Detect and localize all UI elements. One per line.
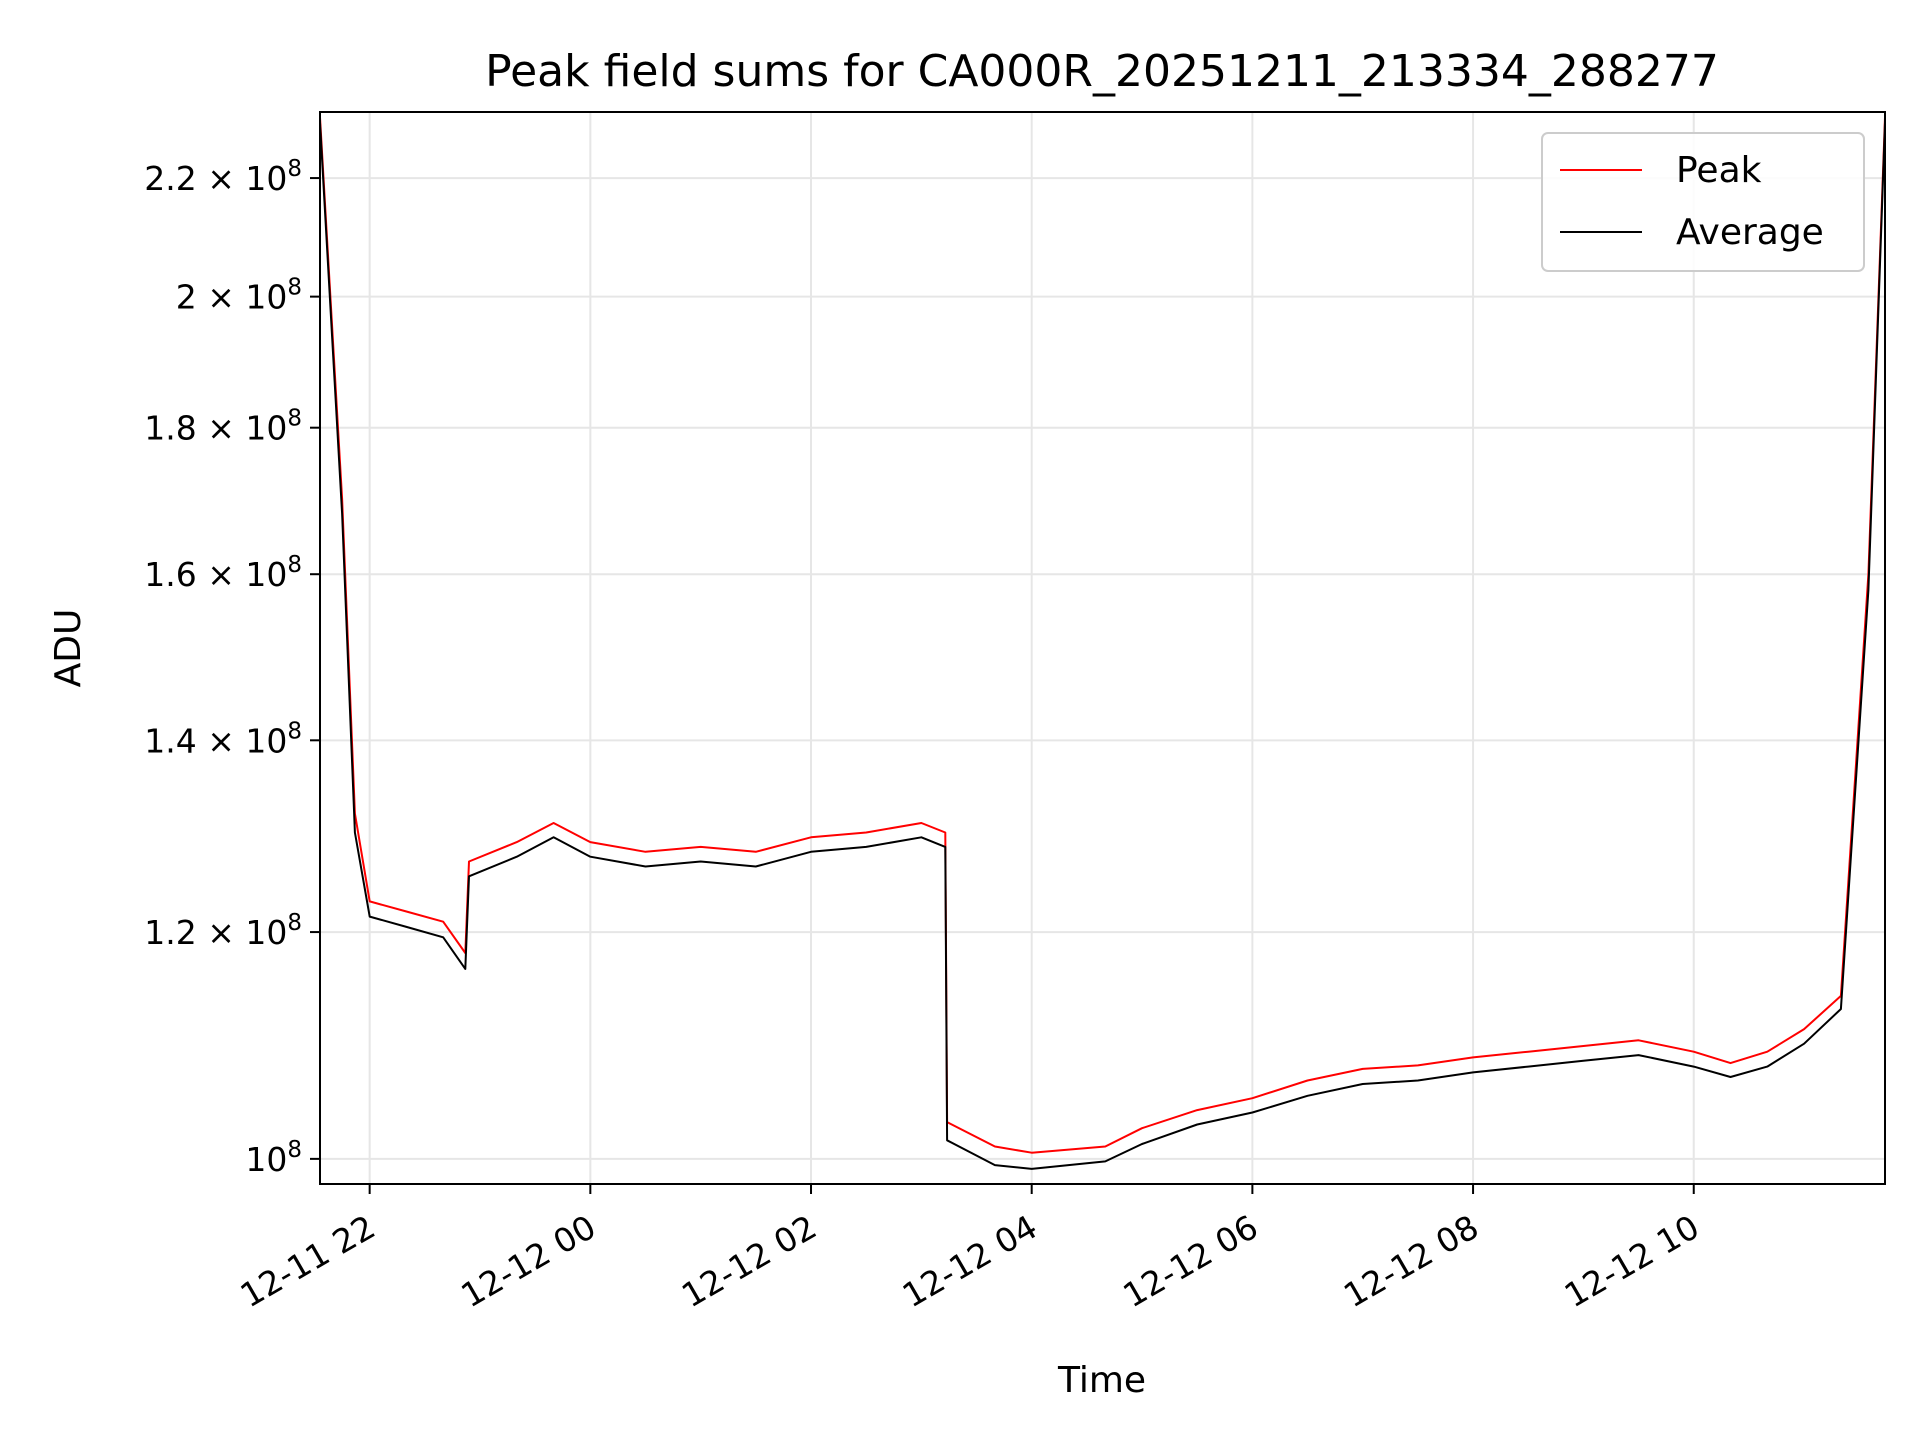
legend: Peak Average	[1541, 132, 1865, 272]
legend-label-average: Average	[1676, 212, 1824, 253]
y-tick-label: 2 × 108	[176, 275, 302, 317]
legend-box	[1541, 132, 1865, 272]
y-tick-label: 2.2 × 108	[144, 156, 302, 198]
y-tick-label: 1.8 × 108	[144, 406, 302, 448]
y-ticks: 108 1.2 × 108 1.4 × 108 1.6 × 108 1.8 × 108 2…	[144, 156, 320, 1179]
y-tick-label: 108	[245, 1137, 302, 1179]
chart-title: Peak field sums for CA000R_20251211_2133…	[485, 46, 1719, 97]
y-tick-label: 1.4 × 108	[144, 718, 302, 760]
y-tick-label: 1.2 × 108	[144, 910, 302, 952]
y-axis-label: ADU	[48, 609, 89, 688]
plot-frame	[319, 111, 1886, 1185]
series-line-average	[319, 122, 1886, 1170]
x-axis-label: Time	[1057, 1360, 1146, 1401]
y-tick-label: 1.6 × 108	[144, 552, 302, 594]
grid-lines	[320, 112, 1885, 1184]
legend-label-peak: Peak	[1676, 150, 1762, 191]
plot-lines	[319, 117, 1886, 1170]
